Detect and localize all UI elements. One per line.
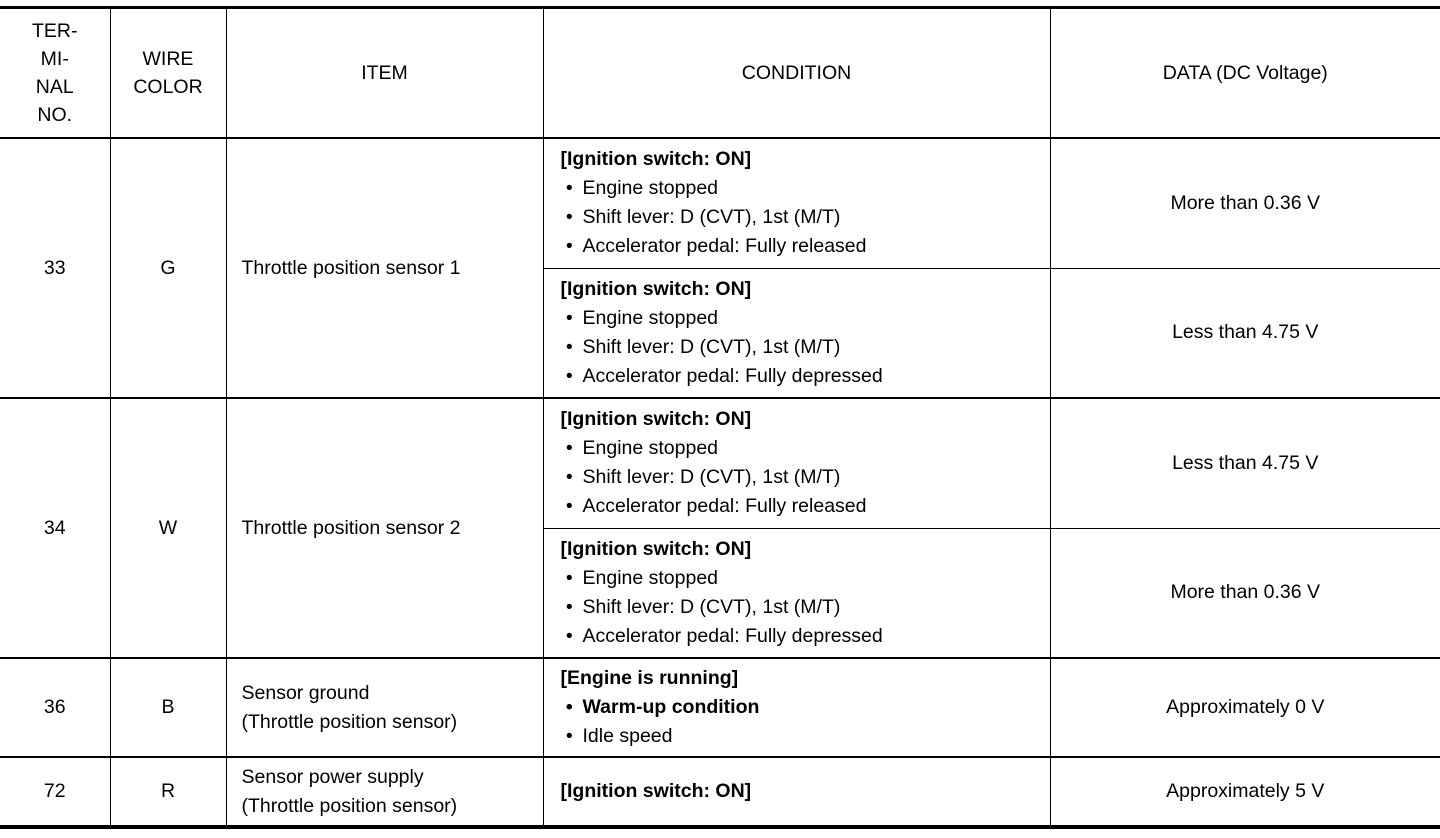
table-row: [Ignition switch: ON] • Engine stopped • S…	[0, 268, 1440, 398]
bullet-icon: •	[560, 725, 573, 747]
condition-cell: [Ignition switch: ON] • Engine stopped • S…	[542, 268, 1050, 398]
bullet-icon: •	[560, 696, 573, 718]
table-row: [Ignition switch: ON] • Engine stopped • S…	[0, 528, 1440, 658]
table-row: 33 G Throttle position sensor 1 [Ignition s…	[0, 138, 1440, 398]
condition-bullet-text: Shift lever: D (CVT), 1st (M/T)	[582, 466, 841, 489]
bullet-icon: •	[560, 495, 573, 518]
item-cell: Throttle position sensor 2	[225, 398, 543, 658]
condition-cell: [Ignition switch: ON] • Engine stopped • S…	[542, 398, 1050, 528]
condition-bullet: • Idle speed	[561, 722, 1050, 751]
header-wire-color: WIRE COLOR	[109, 7, 226, 139]
bullet-icon: •	[560, 624, 573, 647]
condition-header: [Ignition switch: ON]	[560, 537, 752, 560]
header-line: TER-	[32, 20, 78, 42]
condition-bullet: • Accelerator pedal: Fully released	[561, 232, 1050, 261]
header-data: DATA (DC Voltage)	[1049, 7, 1440, 139]
header-line: WIRE	[142, 48, 194, 70]
table-row: 72 R Sensor power supply (Throttle position…	[0, 757, 1440, 827]
bullet-icon: •	[560, 364, 573, 387]
terminal-no: 72	[43, 780, 66, 802]
item-line: Sensor power supply	[241, 765, 424, 788]
condition-bullet: • Shift lever: D (CVT), 1st (M/T)	[561, 203, 1050, 232]
condition-bullet: • Engine stopped	[561, 174, 1050, 203]
bullet-icon: •	[560, 206, 573, 229]
table-row: 36 B Sensor ground (Throttle position senso…	[0, 658, 1440, 757]
condition-bullet-text: Accelerator pedal: Fully released	[582, 235, 867, 258]
condition-bullet-text: Accelerator pedal: Fully depressed	[582, 364, 883, 387]
condition-cell: [Ignition switch: ON]	[542, 757, 1050, 827]
condition-bullet: • Engine stopped	[561, 434, 1050, 463]
header-condition: CONDITION	[542, 7, 1050, 139]
bullet-icon: •	[560, 566, 573, 589]
data-voltage: More than 0.36 V	[1049, 528, 1440, 658]
condition-bullet-text: Accelerator pedal: Fully released	[582, 495, 867, 518]
condition-bullet: • Engine stopped	[561, 564, 1050, 593]
item-cell: Sensor ground (Throttle position sensor)	[225, 658, 543, 757]
header-line: MI-	[40, 48, 69, 70]
data-voltage: Less than 4.75 V	[1049, 398, 1440, 528]
bullet-icon: •	[560, 466, 573, 489]
data-voltage: More than 0.36 V	[1049, 138, 1440, 268]
item-cell: Throttle position sensor 1	[225, 138, 543, 398]
condition-cell: [Ignition switch: ON] • Engine stopped • S…	[542, 528, 1050, 658]
condition-bullet-text: Shift lever: D (CVT), 1st (M/T)	[582, 335, 841, 358]
wire-color: W	[109, 398, 226, 658]
condition-bullet-text: Engine stopped	[582, 306, 719, 329]
condition-cell: [Ignition switch: ON] • Engine stopped • S…	[542, 138, 1050, 268]
header-terminal-no: TER- MI- NAL NO.	[0, 7, 110, 139]
wire-color: R	[109, 757, 226, 827]
condition-bullet-text: Engine stopped	[582, 566, 719, 589]
item-line: Throttle position sensor 2	[241, 516, 461, 539]
data-voltage: Approximately 5 V	[1049, 757, 1440, 827]
header-line: NO.	[37, 104, 73, 126]
condition-bullet: • Warm-up condition	[561, 693, 1050, 722]
header-row: TER- MI- NAL NO. WIRE COLOR ITEM CONDITI…	[0, 7, 1440, 139]
header-line: NAL	[35, 76, 74, 98]
condition-bullet-text: Warm-up condition	[582, 696, 760, 718]
bullet-icon: •	[560, 177, 573, 200]
condition-bullet-text: Shift lever: D (CVT), 1st (M/T)	[582, 206, 841, 229]
item-line: Sensor ground	[241, 681, 370, 704]
condition-bullet: • Shift lever: D (CVT), 1st (M/T)	[561, 333, 1050, 362]
condition-bullet: • Shift lever: D (CVT), 1st (M/T)	[561, 593, 1050, 622]
terminal-no: 34	[43, 516, 66, 539]
condition-bullet: • Shift lever: D (CVT), 1st (M/T)	[561, 463, 1050, 492]
condition-bullet: • Engine stopped	[561, 304, 1050, 333]
condition-bullet-text: Accelerator pedal: Fully depressed	[582, 624, 883, 647]
bullet-icon: •	[560, 595, 573, 618]
condition-header: [Ignition switch: ON]	[560, 277, 752, 300]
item-line: (Throttle position sensor)	[241, 794, 458, 817]
condition-bullet: • Accelerator pedal: Fully depressed	[561, 622, 1050, 651]
wire-color: B	[109, 658, 226, 757]
terminal-no: 33	[43, 256, 66, 279]
condition-bullet-text: Idle speed	[582, 725, 673, 747]
header-line: COLOR	[133, 76, 203, 98]
header-item: ITEM	[225, 7, 543, 139]
condition-bullet: • Accelerator pedal: Fully released	[561, 492, 1050, 521]
item-line: Throttle position sensor 1	[241, 256, 461, 279]
condition-header: [Engine is running]	[560, 667, 739, 689]
terminal-no: 36	[43, 696, 66, 718]
condition-header: [Ignition switch: ON]	[560, 408, 752, 431]
condition-cell: [Engine is running] • Warm-up condition •…	[542, 658, 1050, 757]
bullet-icon: •	[560, 437, 573, 460]
condition-bullet-text: Engine stopped	[582, 177, 719, 200]
table-row: 34 W Throttle position sensor 2 [Ignition s…	[0, 398, 1440, 658]
bullet-icon: •	[560, 335, 573, 358]
data-voltage: Approximately 0 V	[1049, 658, 1440, 757]
condition-bullet-text: Engine stopped	[582, 437, 719, 460]
table-body: 33 G Throttle position sensor 1 [Ignition s…	[0, 138, 1440, 827]
wire-color: G	[109, 138, 226, 398]
terminal-data-table: TER- MI- NAL NO. WIRE COLOR ITEM CONDITI…	[0, 6, 1440, 829]
item-line: (Throttle position sensor)	[241, 710, 458, 733]
condition-header: [Ignition switch: ON]	[560, 148, 752, 171]
item-cell: Sensor power supply (Throttle position se…	[225, 757, 543, 827]
condition-bullet-text: Shift lever: D (CVT), 1st (M/T)	[582, 595, 841, 618]
bullet-icon: •	[560, 235, 573, 258]
bullet-icon: •	[560, 306, 573, 329]
condition-header: [Ignition switch: ON]	[560, 780, 752, 802]
data-voltage: Less than 4.75 V	[1049, 268, 1440, 398]
condition-bullet: • Accelerator pedal: Fully depressed	[561, 362, 1050, 391]
